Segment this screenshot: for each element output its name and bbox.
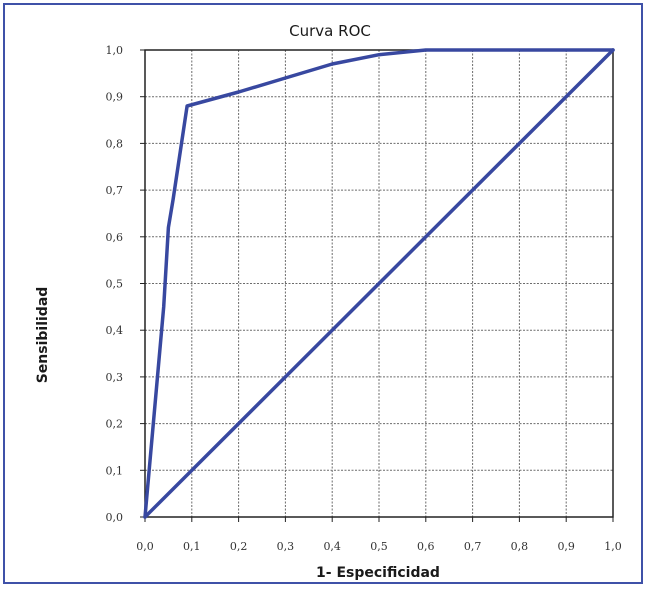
x-tick-label: 0,5 xyxy=(370,540,388,553)
x-tick-label: 0,3 xyxy=(277,540,295,553)
x-tick-labels: 0,0 0,1 0,2 0,3 0,4 0,5 0,6 0,7 0,8 0,9 1,0 xyxy=(136,517,622,553)
y-tick-label: 0,4 xyxy=(106,324,124,337)
grid-lines xyxy=(145,50,613,517)
x-tick-label: 0,1 xyxy=(183,540,201,553)
y-tick-label: 0,3 xyxy=(106,371,124,384)
y-tick-label: 0,1 xyxy=(106,464,124,477)
roc-curve-line xyxy=(143,48,615,519)
y-tick-label: 0,5 xyxy=(106,278,124,291)
series-lines xyxy=(143,48,615,519)
x-tick-label: 0,0 xyxy=(136,540,154,553)
y-tick-label: 0,9 xyxy=(106,91,124,104)
x-tick-label: 0,9 xyxy=(557,540,575,553)
reference-diagonal-line xyxy=(143,48,615,519)
x-tick-label: 0,2 xyxy=(230,540,248,553)
x-tick-label: 0,4 xyxy=(323,540,341,553)
chart-title: Curva ROC xyxy=(289,22,371,40)
y-tick-label: 0,7 xyxy=(106,184,124,197)
x-tick-label: 0,8 xyxy=(511,540,529,553)
y-tick-label: 0,8 xyxy=(106,137,124,150)
x-tick-label: 1,0 xyxy=(604,540,622,553)
x-tick-label: 0,6 xyxy=(417,540,435,553)
chart-frame xyxy=(3,3,643,584)
y-tick-label: 0,0 xyxy=(106,511,124,524)
y-axis-label: Sensibilidad xyxy=(35,287,51,384)
y-tick-label: 1,0 xyxy=(106,44,124,57)
y-tick-labels: 0,0 0,1 0,2 0,3 0,4 0,5 0,6 0,7 0,8 0,9 1,0 xyxy=(106,44,145,524)
y-tick-label: 0,2 xyxy=(106,418,124,431)
x-tick-label: 0,7 xyxy=(464,540,482,553)
y-tick-label: 0,6 xyxy=(106,231,124,244)
x-axis-label: 1- Especificidad xyxy=(316,565,440,581)
